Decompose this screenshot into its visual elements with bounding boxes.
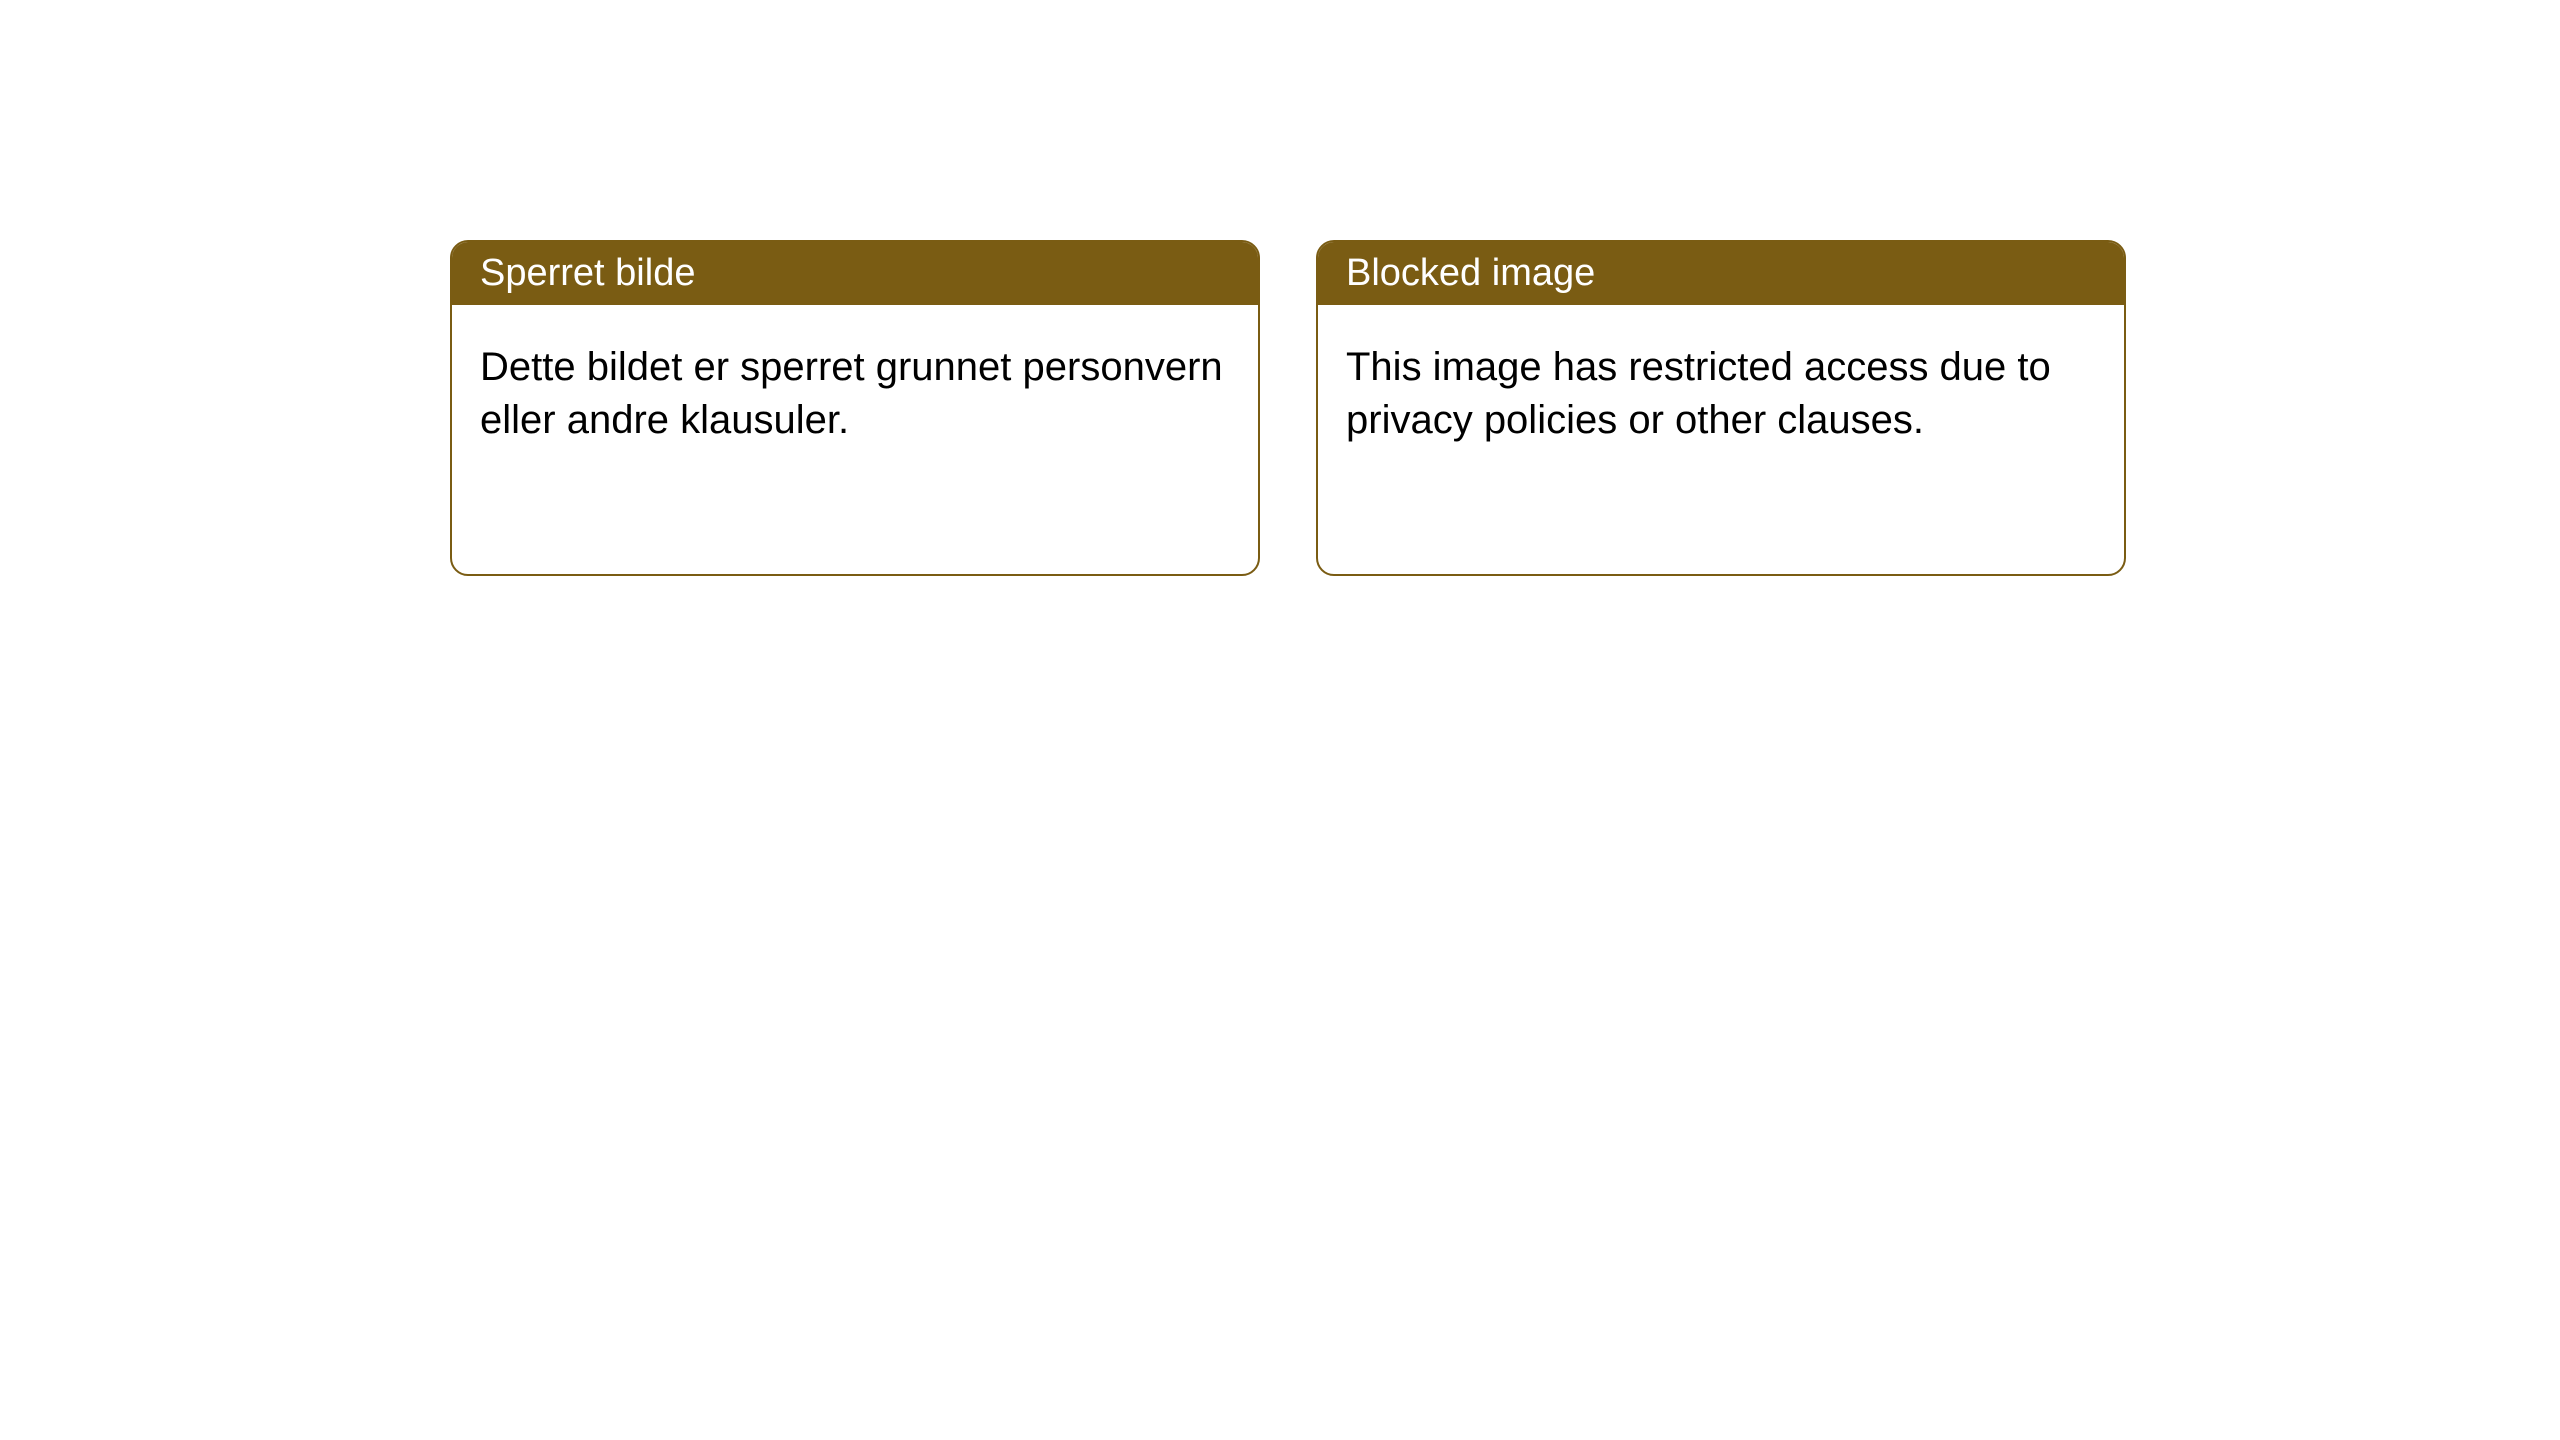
notice-header: Blocked image (1318, 242, 2124, 305)
notice-body: Dette bildet er sperret grunnet personve… (452, 305, 1258, 483)
notice-card-english: Blocked image This image has restricted … (1316, 240, 2126, 576)
notice-header: Sperret bilde (452, 242, 1258, 305)
notice-body: This image has restricted access due to … (1318, 305, 2124, 483)
notice-card-norwegian: Sperret bilde Dette bildet er sperret gr… (450, 240, 1260, 576)
notice-container: Sperret bilde Dette bildet er sperret gr… (0, 0, 2560, 576)
